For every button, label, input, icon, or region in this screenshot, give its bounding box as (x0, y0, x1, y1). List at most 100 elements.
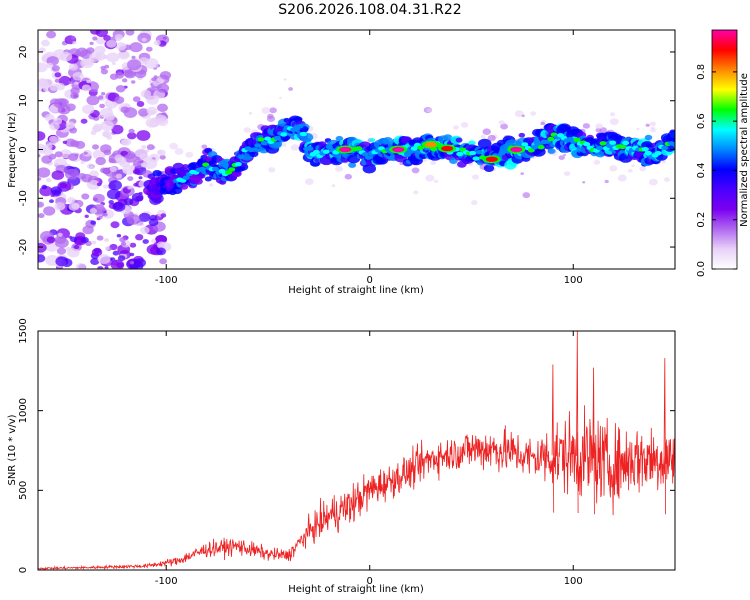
spectrogram-blob (404, 152, 412, 157)
spectrogram-blob (86, 79, 91, 84)
spectrogram-blob (49, 199, 54, 204)
spectrogram-blob (124, 153, 137, 163)
spectrogram-blob (471, 200, 478, 206)
spectrogram-blob (71, 36, 76, 40)
spectrogram-blob (80, 160, 85, 164)
spectrogram-blob (100, 68, 108, 75)
colorbar-tick-label: 0.8 (696, 64, 707, 80)
spectrogram-blob (122, 165, 136, 175)
spectrogram-blob (70, 92, 79, 99)
spectrogram-peak (392, 146, 405, 153)
spectrogram-blob (268, 167, 276, 173)
spectrogram-blob (74, 153, 79, 157)
spectrogram-blob (46, 236, 56, 244)
spectrogram-blob (355, 146, 363, 151)
colorbar: 0.0 0.2 0.4 0.6 0.8 Normalized spectral ampl… (696, 29, 750, 277)
spectrogram-blob (335, 135, 344, 142)
spectrogram-blob (650, 127, 656, 133)
spectrogram-blob (90, 30, 101, 35)
spectrogram-blob (110, 259, 125, 269)
spectrogram-blob (279, 96, 282, 99)
spectrogram-blob (94, 45, 106, 55)
spectrogram-blob (101, 92, 106, 96)
spectrogram-y-tick-label: 10 (18, 94, 29, 107)
spectrogram-blob (41, 155, 53, 164)
spectrogram-blob (234, 162, 242, 167)
spectrogram-blob (430, 160, 437, 166)
spectrogram-blob (209, 183, 214, 187)
spectrogram-blob (636, 127, 640, 131)
spectrogram-blob (104, 112, 115, 121)
spectrogram-blob (115, 42, 127, 51)
spectrogram-blob (482, 128, 491, 135)
spectrogram-blob (573, 137, 581, 142)
spectrogram-blob (115, 173, 122, 179)
spectrogram-blob (90, 165, 95, 169)
spectrogram-blob (254, 143, 262, 148)
spectrogram-blob (57, 232, 63, 237)
spectrogram-blob (417, 145, 425, 150)
spectrogram-blob (103, 212, 108, 217)
spectrogram-peak (339, 146, 352, 153)
spectrogram-blob (111, 124, 124, 135)
spectrogram-blob (90, 258, 100, 265)
spectrogram-blob (169, 142, 179, 150)
spectrogram-blob (46, 178, 52, 183)
spectrogram-blob (159, 258, 168, 265)
spectrogram-blob (468, 140, 476, 146)
spectrogram-blob (55, 237, 69, 248)
spectrogram-blob (521, 142, 529, 147)
spectrogram-blob (151, 117, 158, 122)
spectrogram-blob (131, 55, 136, 60)
spectrogram-blob (110, 221, 120, 229)
spectrogram-blob (609, 118, 619, 126)
spectrogram-blob (135, 234, 144, 241)
spectrogram-blob (64, 168, 79, 180)
spectrogram-blob (157, 150, 163, 155)
spectrogram-blob (156, 247, 166, 256)
spectrogram-blob (426, 108, 432, 113)
spectrogram-blob (42, 86, 49, 92)
spectrogram-blob (469, 150, 477, 156)
spectrogram-blob (283, 78, 287, 81)
spectrogram-blob (312, 149, 320, 155)
spectrogram-blob (138, 176, 143, 180)
spectrogram-blob (90, 220, 96, 225)
spectrogram-blob (142, 239, 149, 244)
spectrogram-blob (122, 138, 132, 146)
snr-series-line (38, 331, 675, 570)
spectrogram-blob (86, 179, 100, 190)
snr-background (38, 331, 675, 570)
spectrogram-blob (97, 266, 104, 269)
spectrogram-blob (108, 107, 113, 111)
spectrogram-blob (369, 138, 376, 143)
spectrogram-blob (54, 202, 66, 211)
spectrogram-blob (89, 208, 98, 214)
snr-frame (37, 330, 676, 571)
spectrogram-blob (296, 124, 304, 129)
spectrogram-blob (649, 178, 658, 186)
spectrogram-blob (627, 168, 633, 173)
spectrogram-blob (596, 145, 604, 151)
spectrogram-blob (91, 248, 103, 257)
spectrogram-blob (583, 142, 591, 147)
spectrogram-blob (134, 258, 146, 268)
snr-y-tick-label: 0 (18, 567, 29, 573)
spectrogram-blob (631, 164, 635, 167)
colorbar-label: Normalized spectral amplitude (739, 73, 750, 227)
spectrogram-blob (62, 140, 68, 144)
spectrogram-blob (133, 183, 139, 187)
spectrogram-blob (102, 132, 110, 138)
spectrogram-blob (59, 51, 73, 62)
spectrogram-blob (617, 174, 627, 182)
spectrogram-blob (410, 146, 418, 151)
spectrogram-blob (344, 173, 352, 180)
spectrogram-blob (92, 144, 99, 150)
spectrogram-blob (112, 250, 120, 256)
spectrogram-blob (72, 41, 77, 45)
spectrogram-x-label: Height of straight line (km) (288, 285, 424, 296)
spectrogram-blob (117, 255, 126, 262)
spectrogram-blob (39, 47, 46, 53)
spectrogram-x-tick-label: 100 (564, 275, 583, 286)
spectrogram-blob (81, 173, 93, 183)
